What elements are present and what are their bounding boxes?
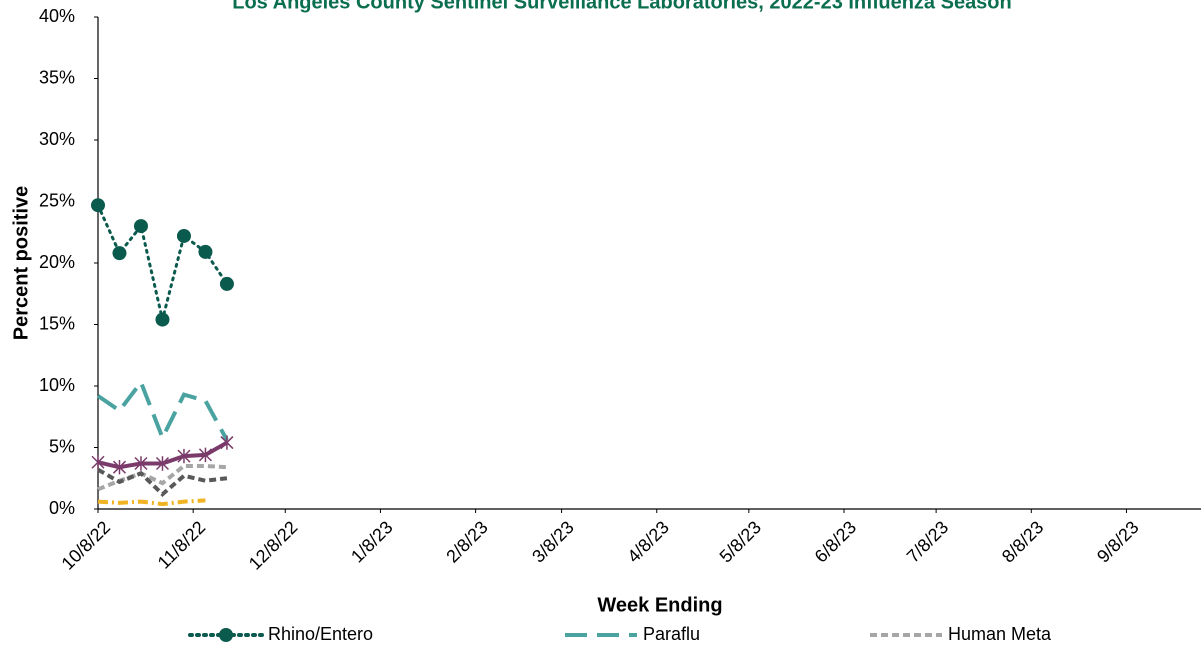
y-tick-label: 0% (49, 498, 75, 518)
point (220, 435, 234, 450)
y-tick-label: 10% (39, 375, 75, 395)
legend-label: Paraflu (643, 624, 700, 644)
point (134, 456, 148, 471)
x-tick-label: 9/8/23 (1093, 517, 1143, 567)
point (198, 244, 213, 259)
point (198, 447, 212, 463)
point (112, 246, 127, 261)
point (91, 455, 105, 470)
x-tick-label: 4/8/23 (623, 517, 673, 567)
y-tick-label: 35% (39, 67, 75, 87)
x-tick-label: 12/8/22 (245, 517, 302, 574)
x-tick-label: 3/8/23 (528, 517, 578, 567)
point (91, 198, 105, 213)
x-tick-label: 5/8/23 (716, 517, 766, 567)
point (155, 456, 170, 471)
point (177, 448, 191, 464)
point (219, 276, 234, 291)
x-tick-label: 11/8/22 (154, 517, 210, 573)
point (112, 459, 127, 475)
point (176, 228, 191, 243)
x-tick-label: 2/8/23 (442, 517, 492, 567)
series-line (96, 378, 229, 443)
series-line (97, 498, 206, 507)
legend-marker (219, 628, 233, 642)
y-tick-label: 5% (49, 436, 75, 456)
y-tick-label: 40% (39, 6, 75, 26)
y-tick-label: 15% (39, 313, 75, 333)
point (133, 219, 148, 234)
x-tick-label: 1/8/23 (347, 517, 397, 567)
x-axis-title: Week Ending (597, 594, 722, 616)
y-tick-label: 20% (39, 252, 75, 272)
x-tick-label: 7/8/23 (903, 517, 953, 567)
point (155, 312, 170, 327)
series-line (96, 203, 229, 320)
chart-title: Los Angeles County Sentinel Surveillance… (232, 0, 1012, 13)
y-tick-label: 30% (39, 129, 75, 149)
x-tick-label: 10/8/22 (58, 517, 115, 574)
x-tick-label: 8/8/23 (998, 517, 1048, 567)
legend-label: Human Meta (948, 624, 1052, 644)
series-line (97, 467, 228, 497)
y-tick-label: 25% (39, 190, 75, 210)
legend-label: Rhino/Entero (268, 624, 373, 644)
x-tick-label: 6/8/23 (811, 517, 861, 567)
y-axis-title: Percent positive (10, 186, 32, 341)
